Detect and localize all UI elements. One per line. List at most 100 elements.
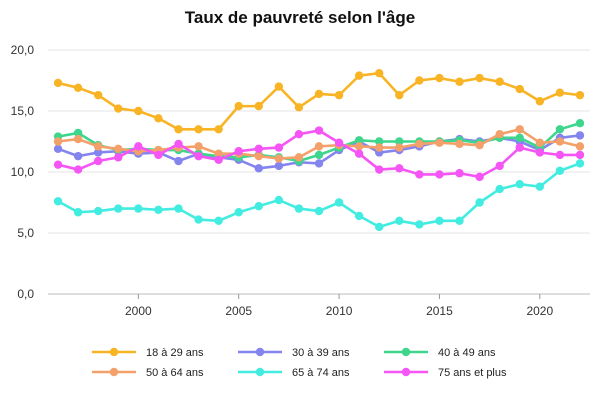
data-point bbox=[234, 208, 243, 217]
data-point bbox=[375, 143, 384, 152]
data-point bbox=[495, 77, 504, 86]
series-5 bbox=[53, 159, 585, 232]
legend-item: 30 à 39 ans bbox=[238, 347, 350, 359]
data-point bbox=[354, 71, 364, 80]
data-point bbox=[214, 125, 223, 134]
data-point bbox=[555, 125, 565, 134]
data-point bbox=[375, 165, 384, 174]
legend-label: 18 à 29 ans bbox=[146, 347, 204, 359]
data-point bbox=[174, 156, 183, 166]
data-point bbox=[455, 216, 464, 225]
data-point bbox=[73, 83, 83, 93]
x-tick-label: 2015 bbox=[426, 304, 453, 318]
data-point bbox=[314, 142, 324, 151]
data-point bbox=[214, 155, 223, 164]
data-point bbox=[515, 180, 524, 189]
data-point bbox=[334, 90, 344, 100]
data-point bbox=[234, 147, 243, 156]
grid-layer bbox=[48, 49, 590, 295]
axis-layer: 0,0 5,0 10,0 15,0 20,0 2000 2005 2010 2015 2020 bbox=[11, 43, 590, 318]
data-point bbox=[134, 142, 143, 151]
data-point bbox=[274, 154, 284, 163]
data-point bbox=[174, 204, 183, 213]
data-point bbox=[314, 150, 324, 160]
data-point bbox=[93, 206, 103, 216]
series-line bbox=[57, 162, 581, 229]
data-point bbox=[455, 77, 464, 86]
data-point bbox=[435, 73, 444, 83]
data-point bbox=[53, 144, 63, 154]
series-1 bbox=[53, 68, 585, 134]
data-point bbox=[415, 170, 424, 179]
data-point bbox=[294, 129, 304, 139]
data-point bbox=[395, 90, 404, 100]
data-point bbox=[294, 103, 304, 112]
data-point bbox=[575, 150, 585, 160]
data-point bbox=[114, 204, 123, 213]
data-point bbox=[555, 150, 565, 160]
data-point bbox=[555, 88, 565, 97]
y-tick-label: 15,0 bbox=[11, 104, 35, 118]
data-point bbox=[314, 206, 324, 216]
data-point bbox=[314, 159, 324, 168]
data-point bbox=[395, 164, 404, 173]
data-point bbox=[234, 101, 243, 111]
legend-swatch-marker bbox=[401, 367, 411, 377]
legend-label: 65 à 74 ans bbox=[292, 367, 350, 379]
data-point bbox=[535, 97, 545, 106]
data-point bbox=[254, 101, 263, 111]
data-point bbox=[535, 148, 545, 157]
x-tick-label: 2010 bbox=[326, 304, 353, 318]
chart-title: Taux de pauvreté selon l'âge bbox=[184, 8, 416, 27]
data-point bbox=[395, 216, 404, 225]
data-point bbox=[375, 137, 384, 146]
data-point bbox=[435, 170, 444, 179]
data-point bbox=[194, 215, 203, 224]
legend-item: 40 à 49 ans bbox=[384, 347, 496, 359]
legend-label: 40 à 49 ans bbox=[438, 347, 496, 359]
data-point bbox=[314, 126, 324, 135]
x-tick-label: 2000 bbox=[125, 304, 152, 318]
data-point bbox=[53, 78, 63, 88]
data-point bbox=[114, 144, 123, 154]
data-point bbox=[134, 204, 143, 213]
data-point bbox=[415, 76, 424, 85]
data-point bbox=[375, 222, 384, 232]
legend-swatch-marker bbox=[109, 347, 119, 357]
data-point bbox=[194, 125, 203, 134]
data-point bbox=[93, 156, 103, 166]
data-point bbox=[455, 139, 464, 149]
data-point bbox=[455, 169, 464, 178]
data-point bbox=[254, 151, 263, 161]
data-point bbox=[354, 142, 364, 151]
data-point bbox=[53, 197, 63, 206]
legend-label: 50 à 64 ans bbox=[146, 367, 204, 379]
data-point bbox=[515, 84, 524, 94]
data-point bbox=[575, 159, 585, 168]
legend: 18 à 29 ans 30 à 39 ans 40 à 49 ans 50 à 64… bbox=[92, 347, 507, 379]
y-tick-label: 0,0 bbox=[17, 287, 34, 301]
data-point bbox=[575, 119, 585, 128]
data-point bbox=[254, 201, 263, 211]
data-point bbox=[475, 198, 484, 207]
legend-swatch-marker bbox=[255, 347, 265, 357]
data-point bbox=[354, 211, 364, 221]
data-point bbox=[214, 149, 223, 158]
data-point bbox=[334, 198, 344, 207]
data-point bbox=[73, 151, 83, 161]
data-point bbox=[415, 139, 424, 149]
y-tick-label: 10,0 bbox=[11, 165, 35, 179]
data-point bbox=[73, 208, 83, 217]
data-point bbox=[475, 140, 484, 150]
data-point bbox=[495, 184, 504, 194]
data-point bbox=[274, 82, 284, 91]
series-layer bbox=[53, 68, 585, 232]
legend-label: 75 ans et plus bbox=[438, 367, 507, 379]
data-point bbox=[314, 89, 324, 99]
data-point bbox=[93, 148, 103, 157]
data-point bbox=[555, 166, 565, 175]
legend-item: 65 à 74 ans bbox=[238, 367, 350, 379]
data-point bbox=[515, 143, 524, 152]
data-point bbox=[395, 137, 404, 146]
